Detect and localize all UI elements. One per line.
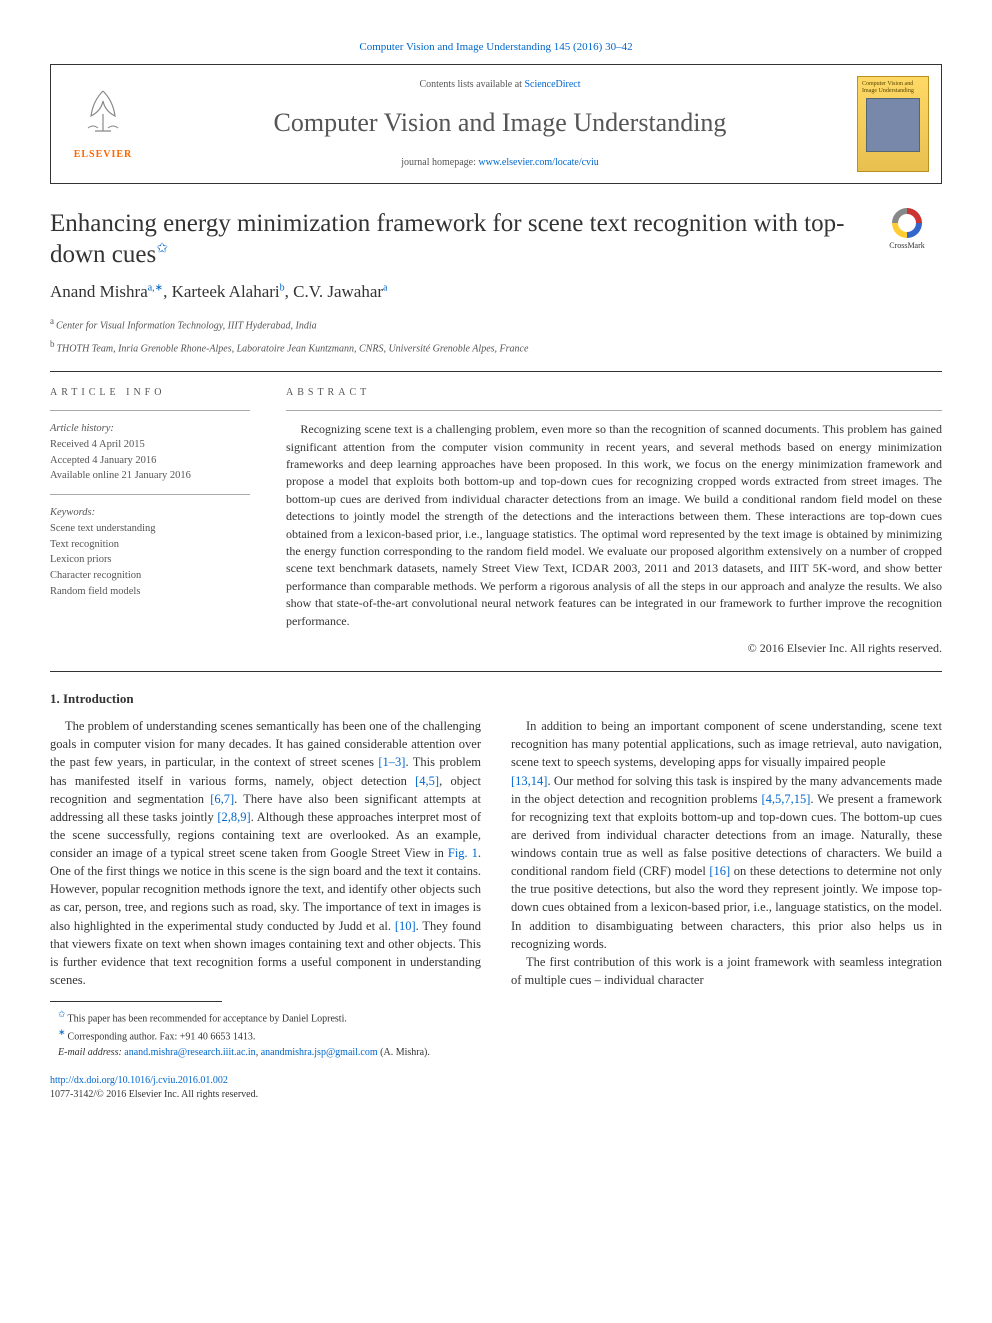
ref-4-5-7-15[interactable]: [4,5,7,15] — [762, 792, 811, 806]
ref-1-3[interactable]: [1–3] — [378, 755, 405, 769]
abstract-divider — [286, 410, 942, 411]
affiliation-a: aCenter for Visual Information Technolog… — [50, 315, 942, 334]
email-link-1[interactable]: anand.mishra@research.iiit.ac.in — [124, 1047, 255, 1058]
article-info-column: ARTICLE INFO Article history: Received 4… — [50, 386, 250, 658]
divider-top — [50, 371, 942, 372]
elsevier-logo: ELSEVIER — [63, 86, 143, 163]
header-center: Contents lists available at ScienceDirec… — [143, 78, 857, 171]
keyword-4: Character recognition — [50, 568, 250, 584]
keyword-3: Lexicon priors — [50, 552, 250, 568]
keyword-2: Text recognition — [50, 537, 250, 553]
footnotes-divider — [50, 1001, 222, 1002]
history-label: Article history: — [50, 421, 250, 437]
abstract-column: ABSTRACT Recognizing scene text is a cha… — [286, 386, 942, 658]
homepage-link[interactable]: www.elsevier.com/locate/cviu — [478, 157, 598, 168]
p3a: In addition to being an important compon… — [511, 717, 942, 771]
cover-title: Computer Vision and Image Understanding — [862, 81, 924, 94]
info-divider-2 — [50, 494, 250, 495]
homepage-line: journal homepage: www.elsevier.com/locat… — [143, 156, 857, 171]
journal-name: Computer Vision and Image Understanding — [143, 104, 857, 142]
email-tail: (A. Mishra). — [378, 1047, 430, 1058]
author-2-name: Karteek Alahari — [172, 282, 280, 301]
sciencedirect-link[interactable]: ScienceDirect — [524, 79, 580, 90]
keyword-5: Random field models — [50, 584, 250, 600]
intro-para-3: In addition to being an important compon… — [511, 717, 942, 953]
crossmark-label: CrossMark — [889, 241, 925, 250]
article-info-heading: ARTICLE INFO — [50, 386, 250, 401]
asterisk-icon: ∗ — [58, 1027, 66, 1037]
fig-1-link[interactable]: Fig. 1 — [448, 846, 478, 860]
body-text: The problem of understanding scenes sema… — [50, 717, 942, 1060]
abstract-heading: ABSTRACT — [286, 386, 942, 401]
ref-16[interactable]: [16] — [709, 864, 730, 878]
journal-cover-thumbnail: Computer Vision and Image Understanding — [857, 76, 929, 172]
affiliation-a-text: Center for Visual Information Technology… — [56, 320, 317, 331]
title-footnote-marker-icon: ✩ — [156, 242, 168, 257]
abstract-text: Recognizing scene text is a challenging … — [286, 421, 942, 630]
ref-6-7[interactable]: [6,7] — [210, 792, 234, 806]
elsevier-text: ELSEVIER — [63, 148, 143, 163]
footnote-corr-text: Corresponding author. Fax: +91 40 6653 1… — [68, 1032, 256, 1043]
page: Computer Vision and Image Understanding … — [0, 0, 992, 1133]
elsevier-tree-icon — [63, 86, 143, 144]
section-1-heading: 1. Introduction — [50, 690, 942, 709]
star-icon: ✩ — [58, 1009, 66, 1019]
keywords-block: Keywords: Scene text understanding Text … — [50, 505, 250, 600]
history-received: Received 4 April 2015 — [50, 437, 250, 453]
author-3-name: C.V. Jawahar — [293, 282, 383, 301]
footnote-star-text: This paper has been recommended for acce… — [68, 1013, 347, 1024]
journal-reference: Computer Vision and Image Understanding … — [50, 40, 942, 56]
crossmark-icon — [892, 208, 922, 238]
article-title: Enhancing energy minimization framework … — [50, 208, 862, 271]
authors: Anand Mishraa,∗, Karteek Alaharib, C.V. … — [50, 280, 942, 305]
ref-4-5[interactable]: [4,5] — [415, 774, 439, 788]
intro-para-4: The first contribution of this work is a… — [511, 953, 942, 989]
info-divider-1 — [50, 410, 250, 411]
footnote-star: ✩This paper has been recommended for acc… — [50, 1008, 481, 1026]
ref-10[interactable]: [10] — [395, 919, 416, 933]
p2a: Judd et al. — [339, 919, 395, 933]
footnote-corresponding: ∗Corresponding author. Fax: +91 40 6653 … — [50, 1026, 481, 1044]
keywords-label: Keywords: — [50, 505, 250, 521]
doi-link[interactable]: http://dx.doi.org/10.1016/j.cviu.2016.01… — [50, 1075, 228, 1086]
author-3-sup: a — [383, 283, 387, 294]
cover-image-icon — [866, 98, 920, 152]
ref-2-8-9[interactable]: [2,8,9] — [217, 810, 250, 824]
affiliation-b: bTHOTH Team, Inria Grenoble Rhone-Alpes,… — [50, 338, 942, 357]
keyword-1: Scene text understanding — [50, 521, 250, 537]
email-link-2[interactable]: anandmishra.jsp@gmail.com — [261, 1047, 378, 1058]
article-title-row: Enhancing energy minimization framework … — [50, 208, 942, 271]
email-label: E-mail address: — [58, 1047, 124, 1058]
author-2-sup: b — [280, 283, 285, 294]
author-1-sup: a,∗ — [148, 283, 163, 294]
abstract-copyright: © 2016 Elsevier Inc. All rights reserved… — [286, 640, 942, 657]
intro-para-1: The problem of understanding scenes sema… — [50, 717, 481, 989]
ref-13-14[interactable]: [13,14] — [511, 774, 547, 788]
affiliation-a-sup: a — [50, 316, 54, 326]
divider-bottom — [50, 671, 942, 672]
crossmark-badge[interactable]: CrossMark — [872, 208, 942, 252]
homepage-prefix: journal homepage: — [401, 157, 478, 168]
contents-prefix: Contents lists available at — [419, 79, 524, 90]
journal-header: ELSEVIER Contents lists available at Sci… — [50, 64, 942, 184]
contents-line: Contents lists available at ScienceDirec… — [143, 78, 857, 93]
history-accepted: Accepted 4 January 2016 — [50, 453, 250, 469]
doi-block: http://dx.doi.org/10.1016/j.cviu.2016.01… — [50, 1074, 942, 1103]
issn-copyright: 1077-3142/© 2016 Elsevier Inc. All right… — [50, 1089, 258, 1100]
article-title-text: Enhancing energy minimization framework … — [50, 210, 844, 268]
history-online: Available online 21 January 2016 — [50, 468, 250, 484]
affiliation-b-text: THOTH Team, Inria Grenoble Rhone-Alpes, … — [57, 343, 529, 354]
journal-reference-link[interactable]: Computer Vision and Image Understanding … — [359, 41, 632, 53]
author-1-name: Anand Mishra — [50, 282, 148, 301]
affiliation-b-sup: b — [50, 339, 55, 349]
info-abstract-row: ARTICLE INFO Article history: Received 4… — [50, 386, 942, 658]
footnote-email: E-mail address: anand.mishra@research.ii… — [50, 1045, 481, 1060]
